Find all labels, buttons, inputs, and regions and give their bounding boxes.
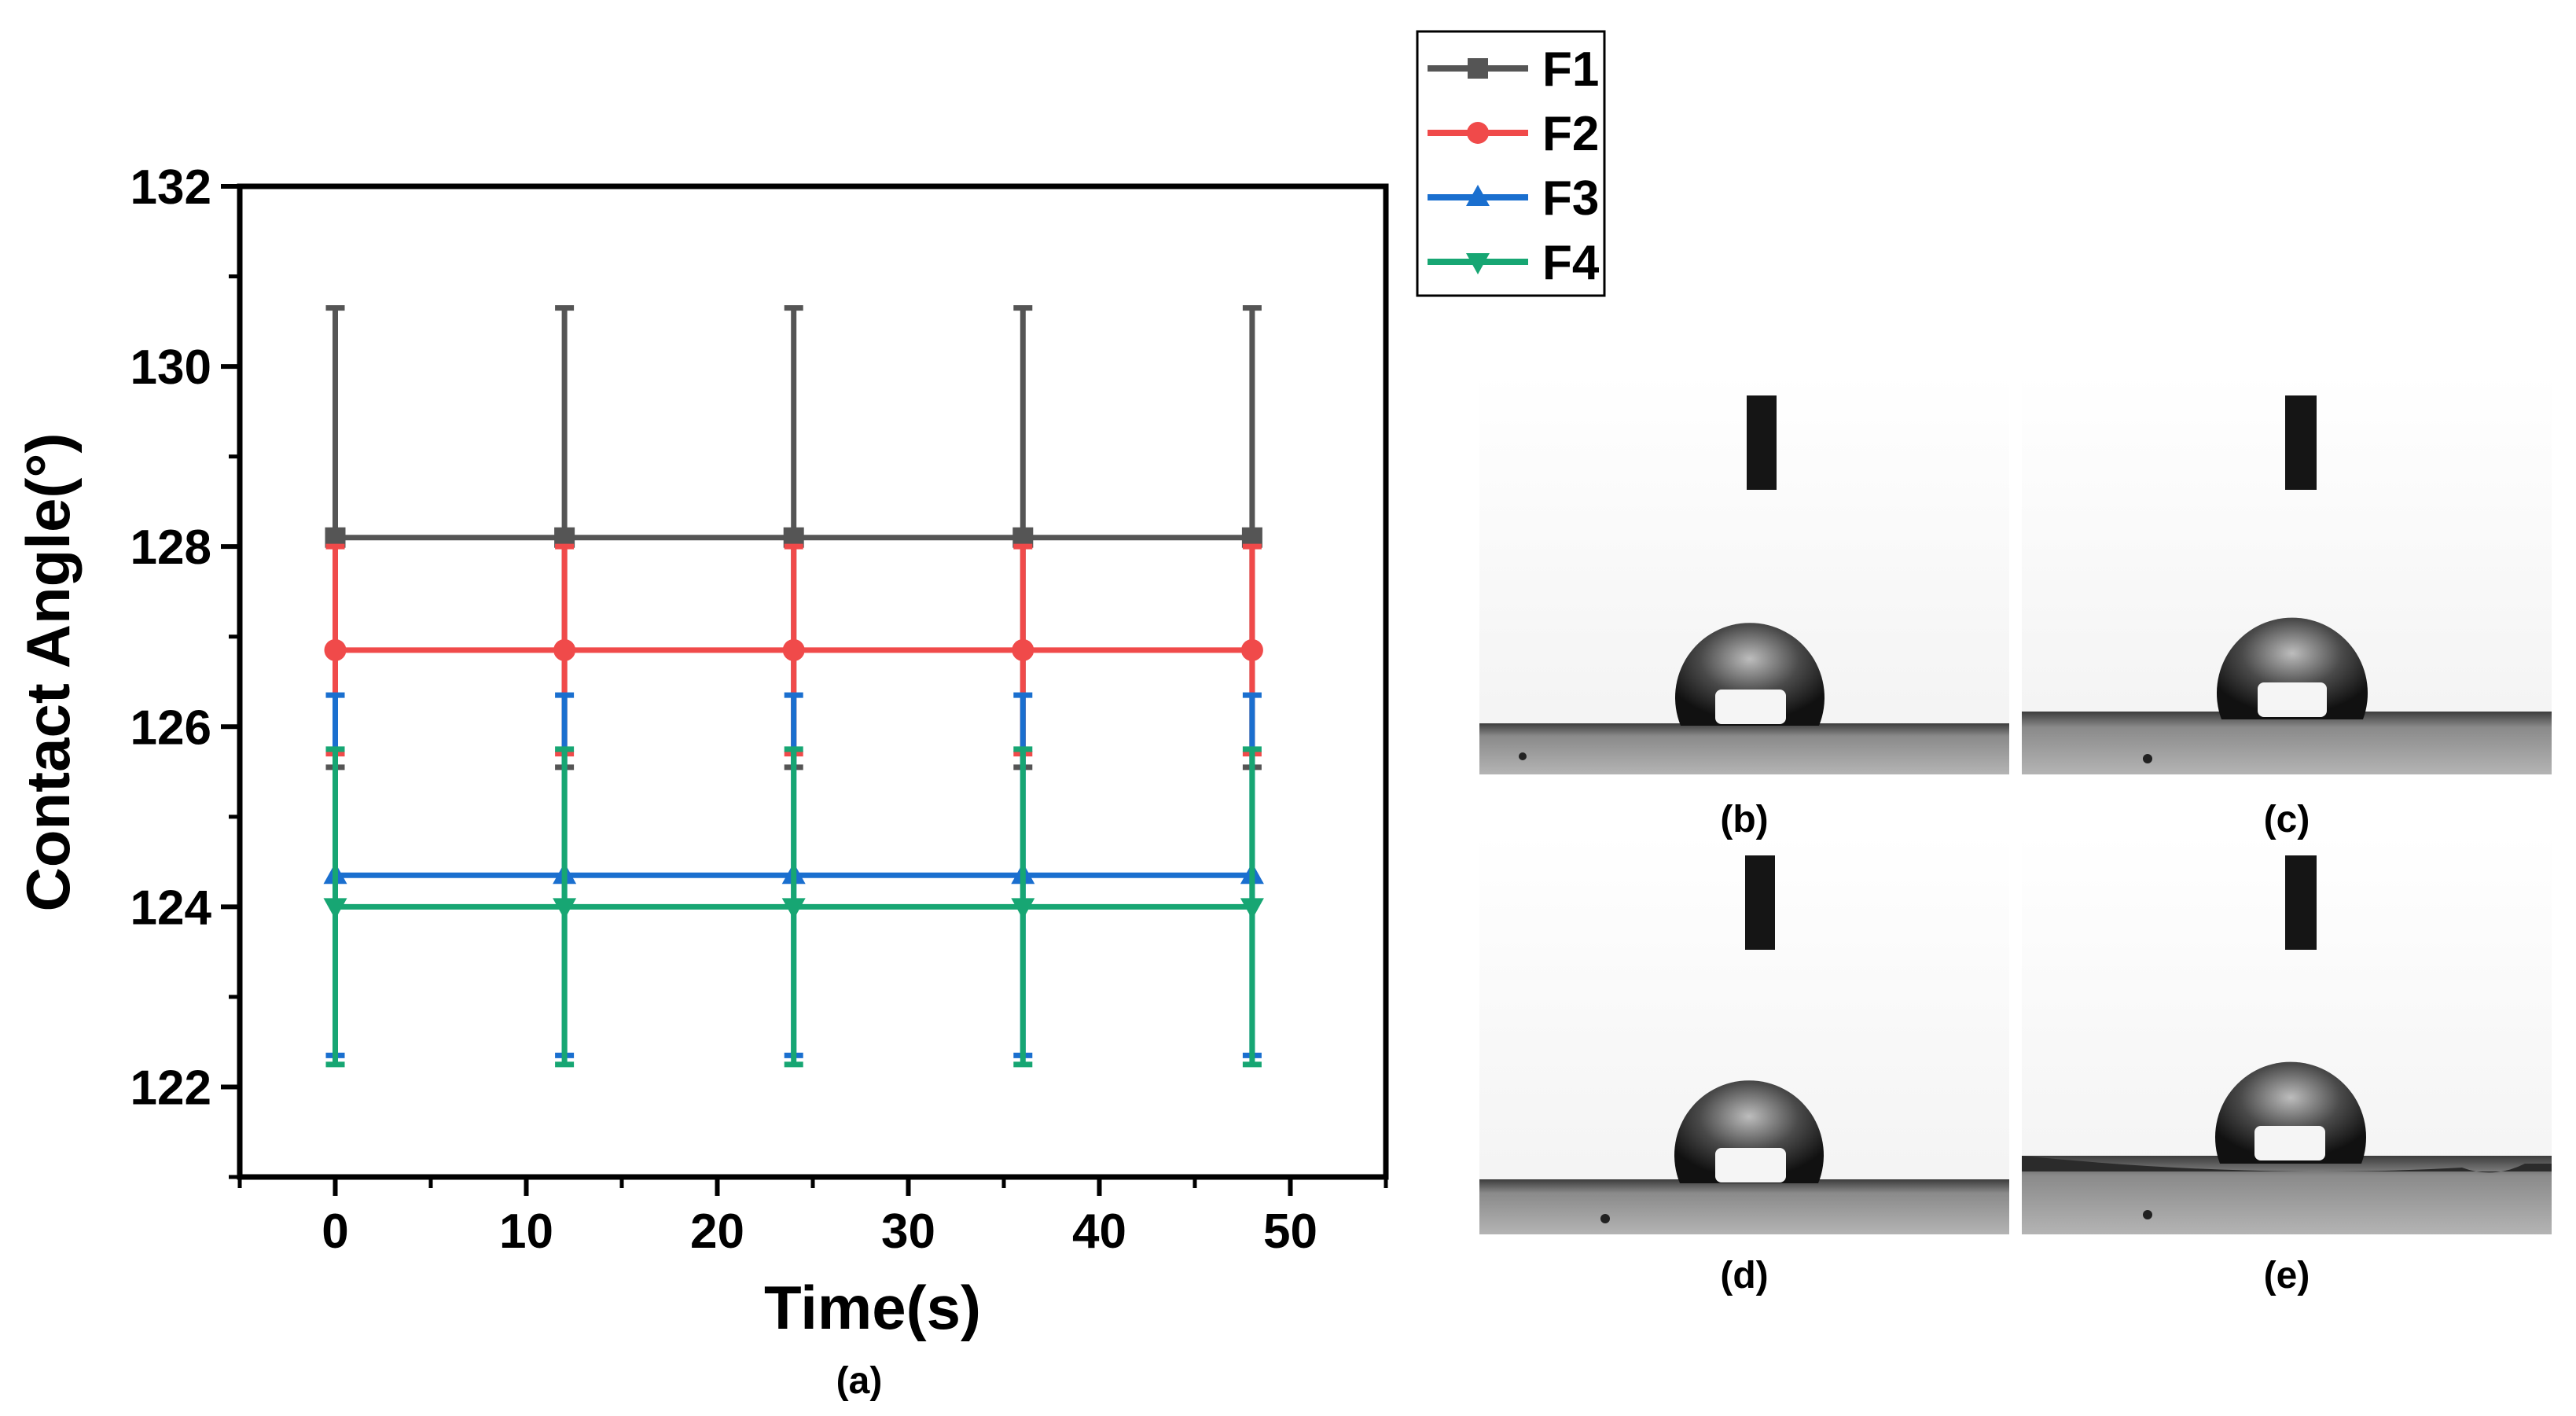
- data-point: [553, 898, 577, 920]
- legend-entry-f2: F2: [1428, 107, 1599, 161]
- y-tick-label: 122: [130, 1061, 211, 1115]
- droplet-photo-e: [2022, 833, 2552, 1234]
- needle: [1745, 855, 1775, 950]
- data-point: [1240, 898, 1264, 920]
- droplet-photo-c: [2022, 373, 2552, 774]
- panel-label-a: (a): [836, 1360, 883, 1402]
- panel-label-c: (c): [2264, 799, 2310, 840]
- data-point: [1011, 898, 1035, 920]
- x-tick-label: 0: [322, 1205, 348, 1259]
- y-axis-label: Contact Angle(°): [13, 433, 83, 912]
- x-tick-label: 40: [1072, 1205, 1126, 1259]
- x-tick-label: 20: [690, 1205, 744, 1259]
- x-tick-label: 30: [881, 1205, 935, 1259]
- y-tick-label: 130: [130, 340, 211, 395]
- series-f4: [323, 746, 1264, 1068]
- plot-frame: [237, 183, 1389, 1180]
- data-point: [782, 638, 805, 661]
- substrate: [1479, 1179, 2009, 1234]
- data-point: [1012, 638, 1034, 661]
- substrate: [1479, 723, 2009, 774]
- panel-label-b: (b): [1720, 799, 1768, 840]
- legend-label: F4: [1542, 236, 1600, 290]
- x-tick-label: 50: [1263, 1205, 1317, 1259]
- droplet-photo-b: [1479, 373, 2009, 774]
- y-tick-label: 128: [130, 520, 211, 575]
- water-droplet: [1675, 623, 1825, 726]
- droplet-photo-d: [1479, 833, 2009, 1234]
- legend-marker: [1467, 122, 1489, 144]
- legend-marker: [1466, 253, 1490, 274]
- legend-entry-f1: F1: [1428, 42, 1599, 97]
- panel-label-e: (e): [2264, 1255, 2310, 1296]
- data-point: [1240, 638, 1263, 661]
- needle: [2285, 395, 2317, 490]
- data-point: [781, 898, 806, 920]
- legend-box: [1416, 30, 1606, 297]
- legend-label: F2: [1542, 107, 1599, 161]
- axis-ticks: 0 10 20 30 40 50 122 124 126 128 130 132: [130, 160, 1388, 1259]
- data-point: [323, 898, 347, 920]
- panel-label-d: (d): [1720, 1255, 1768, 1296]
- legend: F1 F2 F3 F4: [1416, 30, 1606, 297]
- water-droplet: [2215, 1061, 2366, 1164]
- y-tick-label: 124: [130, 881, 212, 935]
- contact-angle-chart: 0 10 20 30 40 50 122 124 126 128 130 132 Time(s) Co…: [13, 30, 1606, 1402]
- y-tick-label: 132: [130, 160, 211, 215]
- needle: [2285, 855, 2317, 950]
- data-point: [553, 638, 576, 661]
- y-tick-label: 126: [130, 701, 211, 755]
- legend-entry-f4: F4: [1428, 236, 1600, 290]
- x-axis-label: Time(s): [764, 1273, 981, 1342]
- water-droplet: [1674, 1080, 1824, 1183]
- legend-marker: [1466, 185, 1490, 206]
- legend-label: F1: [1542, 42, 1599, 97]
- legend-marker: [1468, 58, 1488, 79]
- chart-series: [323, 305, 1264, 1068]
- legend-entry-f3: F3: [1428, 171, 1599, 226]
- x-tick-label: 10: [499, 1205, 553, 1259]
- data-point: [324, 638, 347, 661]
- legend-label: F3: [1542, 171, 1599, 226]
- needle: [1747, 395, 1777, 490]
- substrate: [2022, 712, 2552, 774]
- water-droplet: [2217, 617, 2368, 719]
